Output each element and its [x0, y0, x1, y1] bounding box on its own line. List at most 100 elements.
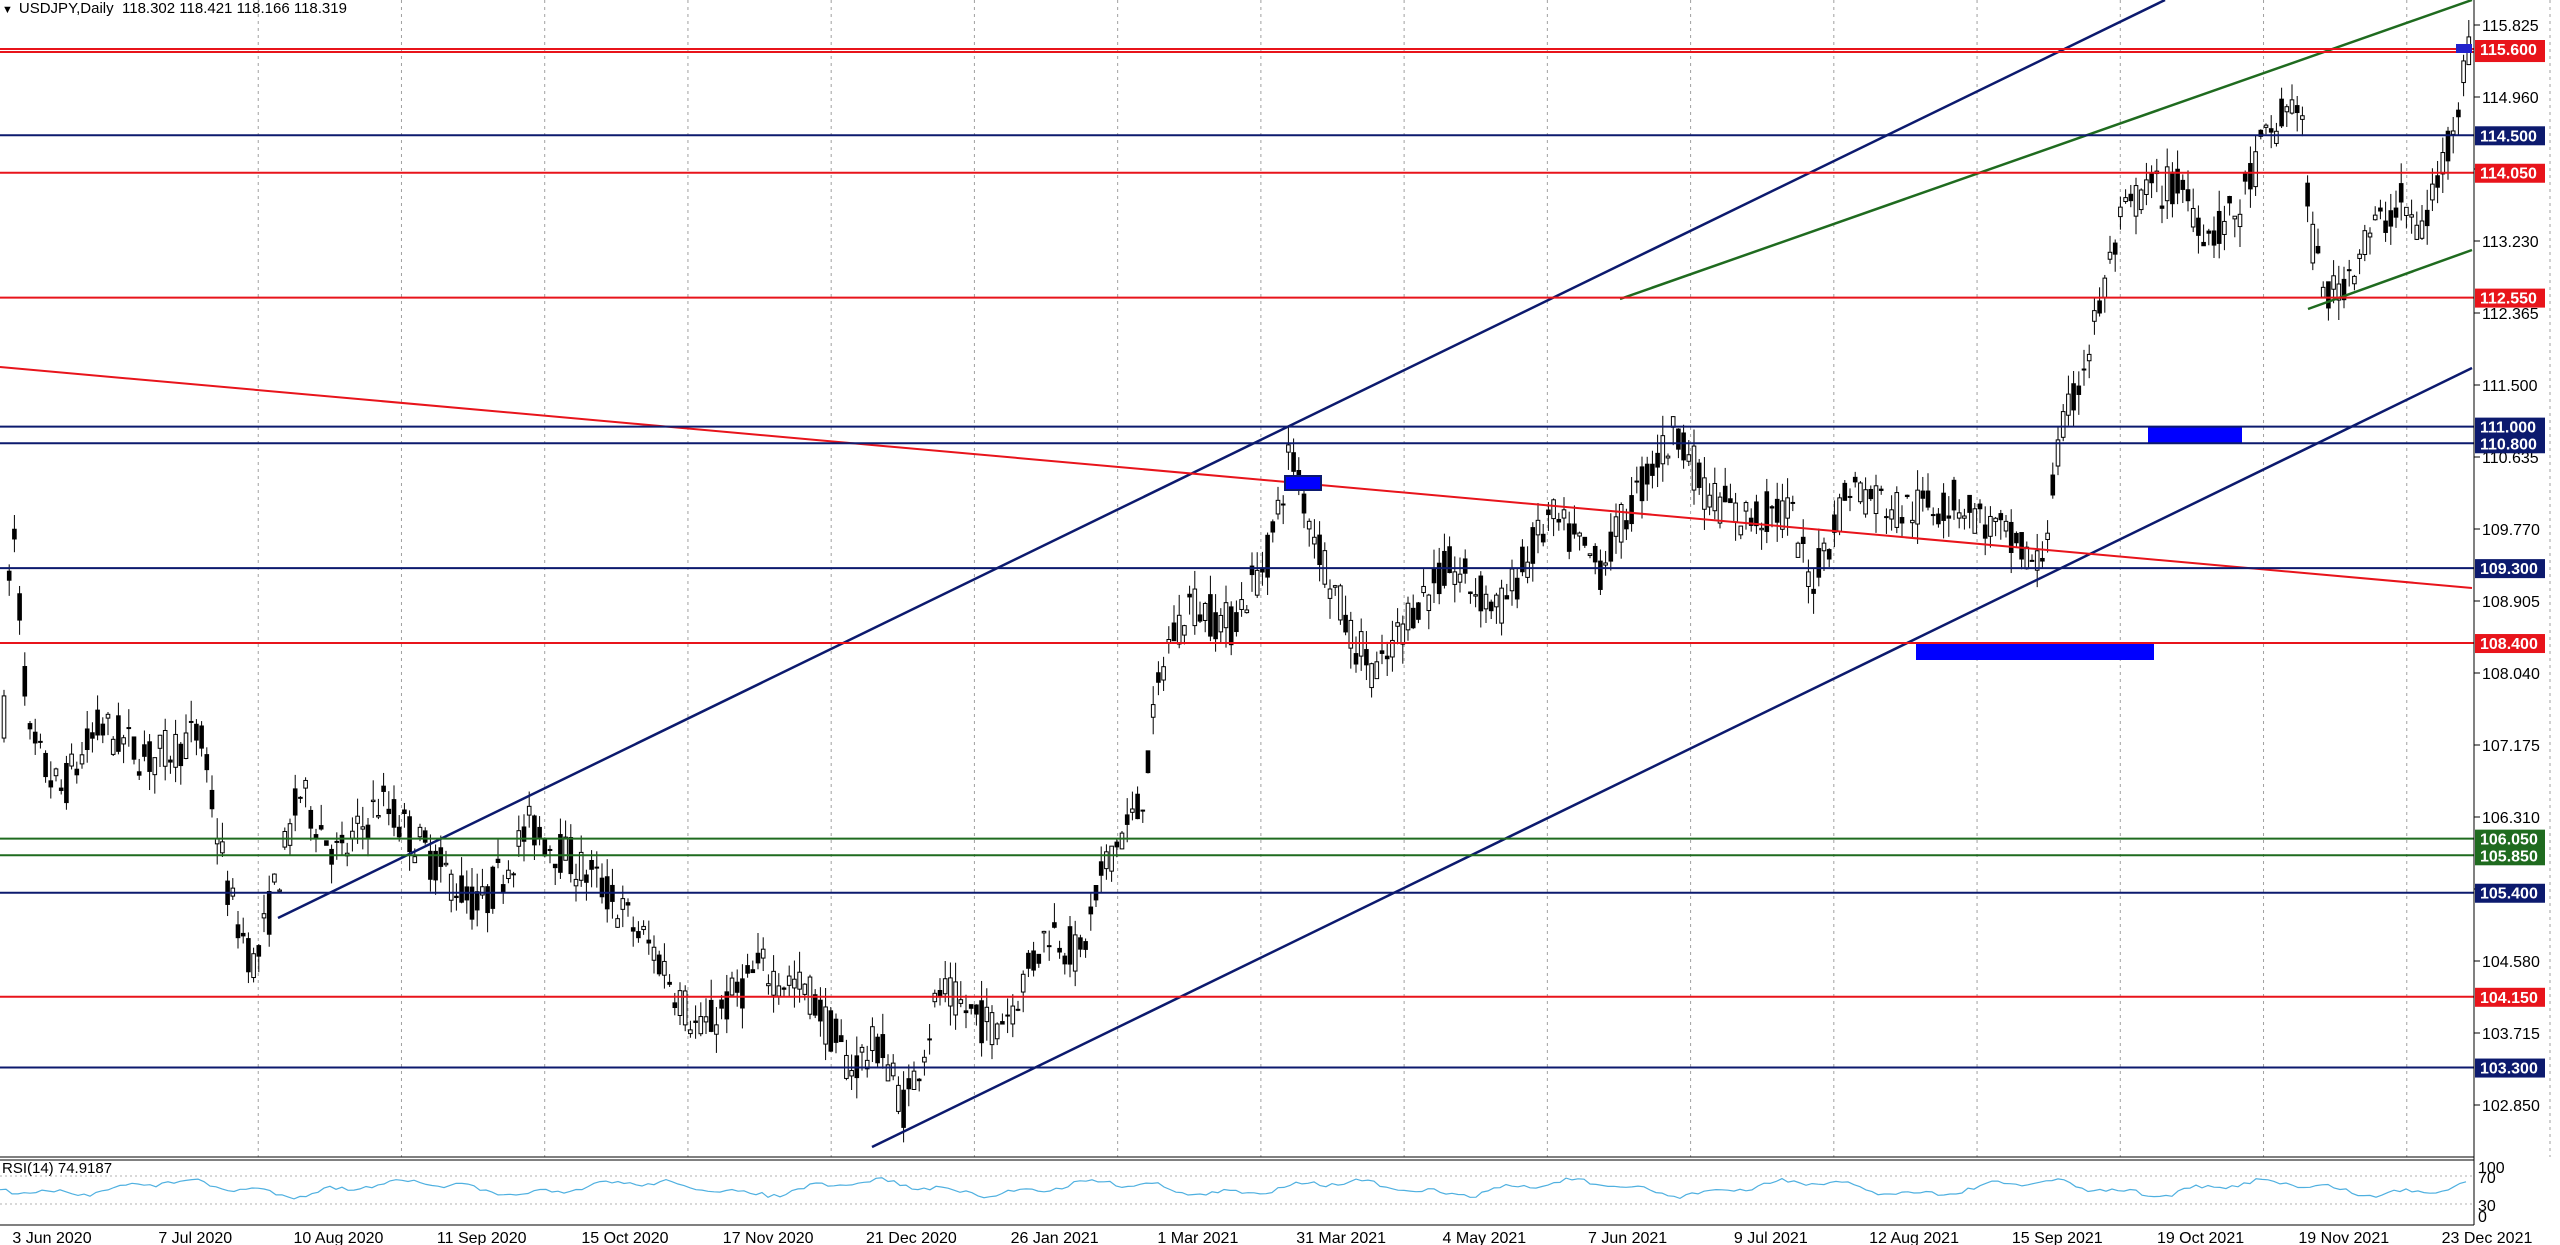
candle [1842, 480, 1848, 501]
candle [1826, 548, 1832, 568]
candle [1972, 502, 1978, 534]
candle [1353, 636, 1359, 673]
candle [1150, 686, 1156, 735]
candle [2357, 249, 2362, 275]
candle [2216, 190, 2222, 259]
candle [136, 758, 142, 781]
candle [2008, 509, 2014, 574]
candle [1431, 549, 1437, 604]
candle [963, 994, 969, 1029]
candle [1603, 550, 1608, 576]
candle [958, 981, 964, 1008]
candle [1436, 547, 1442, 605]
price-tick-label: 113.230 [2482, 234, 2539, 251]
candle [2294, 95, 2300, 132]
candle [1416, 601, 1421, 624]
candle [2123, 189, 2128, 204]
candle [2315, 228, 2321, 255]
candle [1332, 584, 1338, 596]
candle [2118, 196, 2123, 230]
zone-box-small [1284, 475, 1322, 491]
candle [1644, 456, 1650, 501]
candle [230, 878, 236, 900]
candle [142, 730, 147, 762]
candle [2268, 115, 2274, 149]
candle [1457, 557, 1463, 593]
candle [1946, 496, 1952, 537]
candle [199, 721, 204, 757]
level-tag-label: 111.000 [2480, 420, 2536, 437]
ask-marker [2456, 44, 2472, 53]
candle [1790, 495, 1796, 512]
drawn-objects[interactable] [0, 0, 2473, 1149]
candle [2393, 190, 2399, 228]
candle [2050, 462, 2056, 499]
candle [1462, 549, 1468, 584]
candle [927, 1024, 932, 1055]
level-tag-104.150 [2475, 987, 2545, 1007]
candle [1993, 516, 1998, 537]
candle [1062, 952, 1068, 975]
candle [2066, 375, 2071, 426]
candle [2419, 204, 2425, 241]
candle [1000, 1013, 1005, 1025]
candle [2185, 170, 2191, 212]
candle [2232, 215, 2238, 238]
candle [1540, 523, 1546, 547]
candle [2404, 206, 2409, 229]
candle [2440, 137, 2446, 193]
candle [422, 827, 428, 845]
candle [318, 804, 324, 831]
candle [589, 850, 594, 888]
candle [1317, 521, 1322, 582]
candle [1592, 543, 1598, 575]
candle [2024, 541, 2030, 570]
chevron-down-icon[interactable]: ▼ [2, 4, 13, 16]
candle [152, 757, 158, 794]
candle [932, 989, 938, 1008]
candle [1556, 512, 1562, 531]
candle [1156, 661, 1161, 696]
date-tick-label: 23 Dec 2021 [2442, 1230, 2533, 1245]
candle [84, 711, 90, 763]
candle [604, 859, 610, 923]
candle [1223, 585, 1229, 648]
candle [760, 937, 766, 972]
candle [1525, 546, 1530, 584]
candle [22, 652, 28, 706]
candle [402, 802, 407, 828]
candle [688, 1020, 693, 1038]
candle [116, 702, 121, 755]
candle [682, 985, 688, 1032]
candle [90, 722, 95, 753]
candle [1686, 440, 1692, 467]
candle [27, 721, 33, 740]
wedge-upper-line [1619, 0, 2473, 301]
level-tag-label: 114.050 [2480, 166, 2537, 183]
candle [2414, 211, 2420, 241]
candle [2248, 146, 2253, 208]
candle [573, 863, 579, 902]
candle [1166, 626, 1172, 654]
candle [1889, 495, 1894, 531]
level-tag-109.300 [2475, 559, 2545, 579]
candle [942, 960, 948, 1003]
candle [2144, 162, 2149, 206]
candle [1520, 539, 1525, 577]
candle [1587, 553, 1593, 559]
level-tag-label: 106.050 [2480, 832, 2538, 849]
candle [110, 736, 116, 757]
candle [1936, 508, 1941, 528]
candle [516, 815, 522, 857]
candle [2367, 227, 2373, 255]
candle [625, 898, 631, 917]
candle [58, 779, 64, 795]
candle [147, 734, 152, 791]
candle [1046, 930, 1052, 961]
price-tick-label: 108.040 [2482, 666, 2540, 683]
candle [2071, 370, 2076, 428]
horizontal-levels[interactable] [0, 48, 2474, 1069]
candle [2045, 520, 2050, 553]
candle [2180, 174, 2186, 204]
